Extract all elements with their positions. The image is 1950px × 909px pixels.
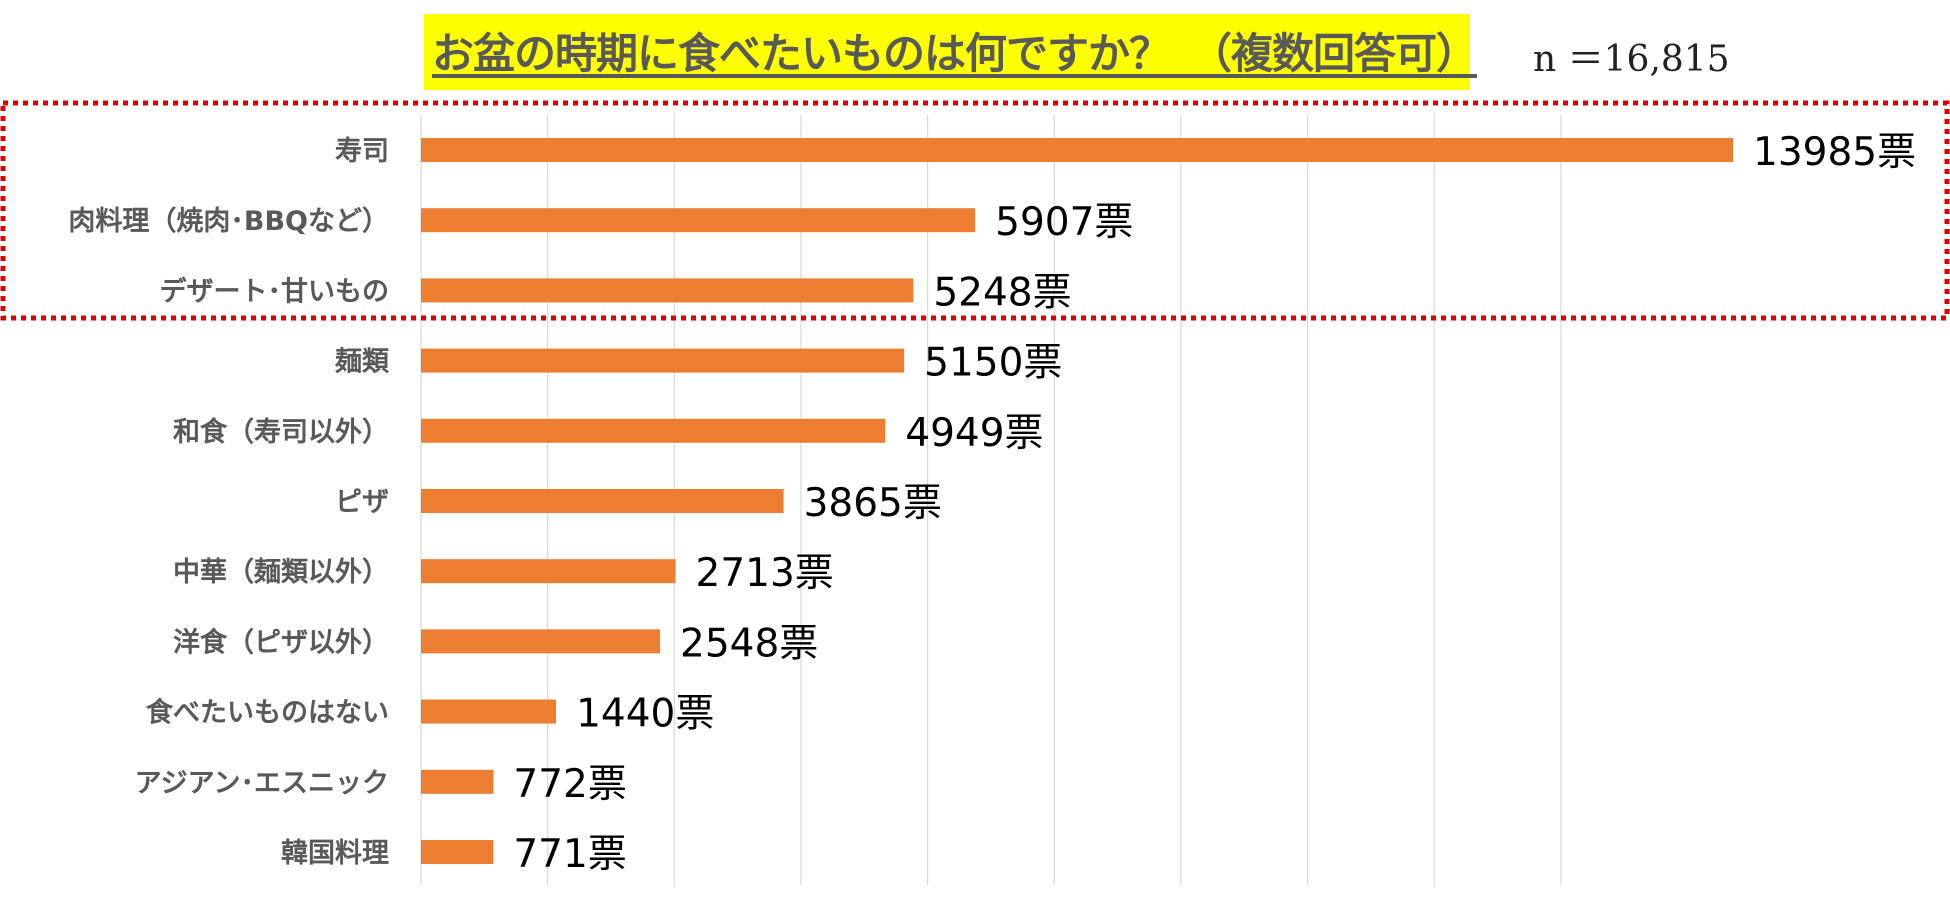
- value-label: 2548票: [680, 621, 818, 666]
- highlight-group: [0, 100, 1950, 321]
- chart-title: お盆の時期に食べたいものは何ですか？ （複数回答可）: [432, 29, 1478, 78]
- bar: [421, 208, 976, 233]
- category-label: 寿司: [335, 136, 389, 167]
- value-label: 5248票: [933, 270, 1071, 315]
- bar: [421, 489, 784, 513]
- bar: [421, 138, 1733, 162]
- category-label: 洋食（ピザ以外）: [173, 626, 389, 658]
- bars: [421, 138, 1733, 864]
- value-label: 5907票: [995, 200, 1133, 245]
- value-label: 771票: [513, 832, 626, 877]
- category-label: 麺類: [334, 347, 390, 378]
- category-label: 肉料理（焼肉･BBQなど）: [68, 206, 389, 237]
- category-label: アジアン･エスニック: [135, 768, 389, 799]
- bar: [421, 418, 886, 443]
- category-label: ピザ: [335, 487, 389, 518]
- value-label: 2713票: [696, 551, 834, 596]
- category-label: 韓国料理: [281, 838, 389, 869]
- bar: [421, 699, 557, 724]
- value-label: 13985票: [1753, 130, 1916, 175]
- value-label: 1440票: [576, 692, 714, 737]
- value-label: 772票: [513, 762, 626, 807]
- gridlines: [420, 115, 1562, 885]
- category-label: 食べたいものはない: [146, 697, 389, 729]
- bar: [421, 559, 676, 584]
- category-label: 和食（寿司以外）: [173, 416, 389, 448]
- value-label: 5150票: [924, 341, 1062, 386]
- highlight-box: [0, 100, 1950, 321]
- bar: [421, 348, 905, 373]
- category-label: 中華（麺類以外）: [173, 557, 389, 588]
- value-labels: 13985票 5907票 5248票 5150票 4949票 3865票 2713票 2548…: [513, 130, 1916, 877]
- bar: [421, 840, 494, 864]
- bar: [421, 278, 914, 303]
- category-label: デザート･甘いもの: [160, 275, 390, 307]
- sample-size-label: n ＝16,815: [1533, 39, 1730, 80]
- value-label: 4949票: [905, 411, 1043, 456]
- bar: [421, 769, 494, 794]
- value-label: 3865票: [804, 481, 942, 526]
- title-highlight: [424, 14, 1470, 90]
- bar: [421, 629, 661, 654]
